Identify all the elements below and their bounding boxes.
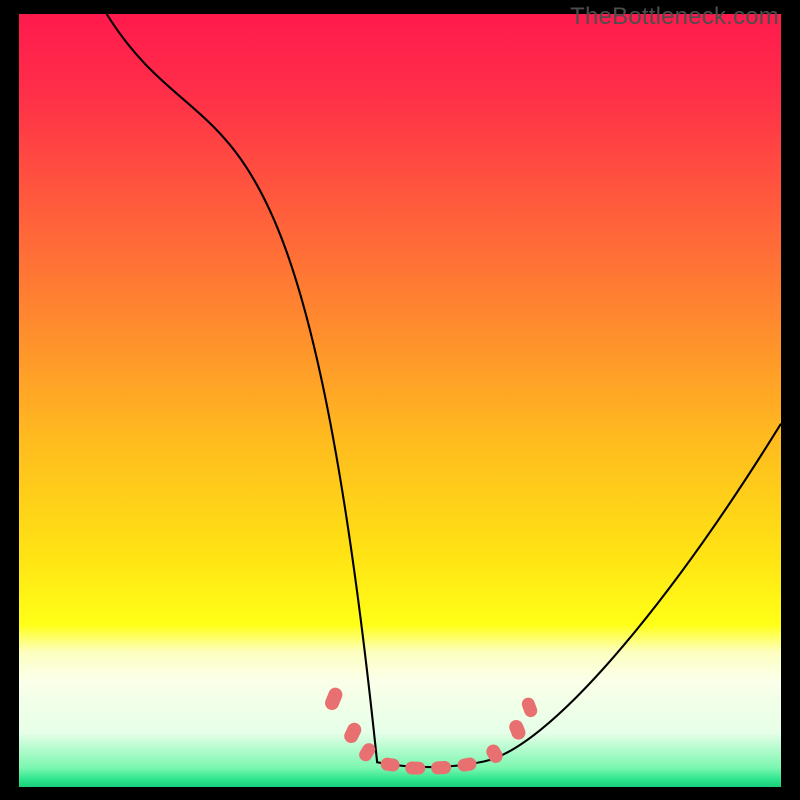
curve-marker (457, 757, 478, 773)
curve-markers (19, 14, 781, 787)
plot-area (19, 14, 781, 787)
curve-marker (342, 720, 364, 745)
curve-marker (431, 761, 452, 775)
curve-marker (520, 696, 539, 719)
curve-marker (484, 742, 505, 765)
curve-marker (405, 761, 425, 775)
curve-marker (380, 757, 401, 773)
watermark-text: TheBottleneck.com (570, 3, 779, 31)
curve-marker (507, 718, 527, 742)
curve-marker (357, 741, 378, 764)
curve-marker (323, 686, 345, 713)
